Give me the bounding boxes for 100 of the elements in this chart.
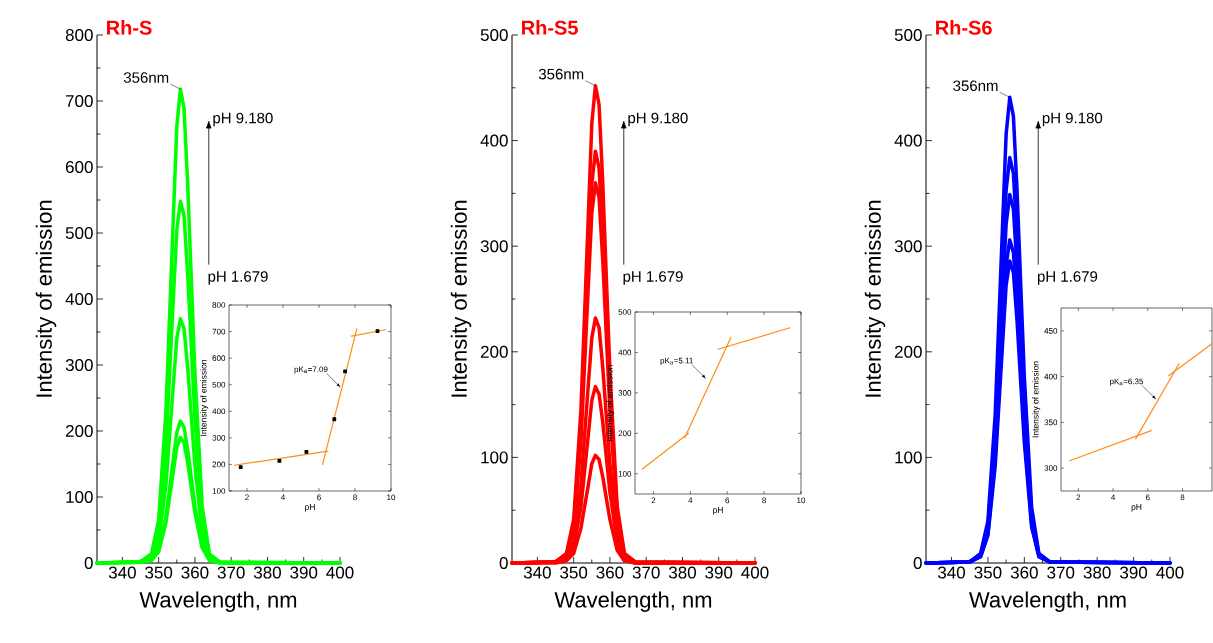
x-tick-label: 380 — [253, 566, 281, 579]
y-tick-label: 100 — [66, 490, 93, 504]
y-tick-label: 300 — [65, 358, 93, 372]
y-tick-label: 400 — [212, 408, 226, 415]
y-tick-label: 500 — [894, 28, 922, 42]
annotation: pH 1.679 — [623, 271, 683, 285]
y-tick-label: 200 — [480, 345, 508, 358]
y-axis-title: Intensity of emission — [35, 200, 57, 397]
y-tick-label: 800 — [65, 28, 93, 42]
x-axis-title: Wavelength, nm — [139, 591, 297, 612]
x-tick-label: 4 — [280, 494, 285, 501]
chart-title: Rh-S6 — [936, 20, 992, 35]
x-tick-label: 350 — [560, 566, 588, 579]
annotation: pH 1.679 — [1037, 271, 1098, 285]
y-tick-label: 0 — [913, 556, 922, 570]
x-tick-label: 10 — [797, 497, 806, 504]
x-tick-label: 2 — [651, 497, 656, 504]
y-axis-title: Intensity of emission — [864, 200, 886, 397]
y-tick-label: 200 — [618, 430, 632, 437]
annotation: pH 9.180 — [1042, 112, 1103, 127]
x-tick-label: 390 — [705, 566, 733, 579]
x-tick-label: 2 — [245, 494, 249, 501]
annotation: pH 9.180 — [628, 112, 688, 127]
y-tick-label: 600 — [212, 355, 226, 361]
x-tick-label: 6 — [317, 494, 321, 501]
y-axis-title: Intensity of emission — [1032, 361, 1041, 438]
y-tick-label: 400 — [618, 349, 632, 356]
y-tick-label: 100 — [212, 488, 226, 494]
y-tick-label: 200 — [65, 424, 93, 438]
annotation: pH 1.679 — [208, 271, 268, 285]
x-tick-label: 370 — [217, 566, 245, 579]
x-tick-label: 400 — [326, 566, 354, 579]
annotation: 356nm — [953, 80, 998, 92]
x-axis-title: pH — [305, 504, 315, 512]
y-tick-label: 200 — [212, 461, 226, 468]
y-tick-label: 300 — [894, 240, 922, 253]
x-tick-label: 2 — [1076, 494, 1081, 501]
x-tick-label: 340 — [108, 566, 136, 579]
x-tick-label: 380 — [1083, 566, 1111, 579]
y-tick-label: 500 — [618, 309, 632, 315]
y-tick-label: 0 — [499, 556, 508, 570]
x-axis-title: Wavelength, nm — [554, 591, 712, 612]
x-tick-label: 360 — [596, 566, 624, 579]
x-tick-label: 350 — [145, 566, 173, 579]
y-tick-label: 400 — [1044, 373, 1058, 380]
x-tick-label: 8 — [1180, 494, 1185, 501]
chart-title: Rh-S5 — [522, 20, 578, 35]
x-tick-label: 8 — [762, 497, 766, 504]
x-tick-label: 340 — [937, 566, 966, 579]
y-tick-label: 500 — [212, 381, 226, 388]
x-tick-label: 360 — [1010, 566, 1038, 579]
x-tick-label: 370 — [632, 566, 660, 579]
y-tick-label: 100 — [618, 470, 632, 477]
y-tick-label: 100 — [481, 451, 508, 464]
y-tick-label: 450 — [1044, 328, 1058, 334]
y-axis-title: Intensity of emission — [200, 360, 209, 436]
x-tick-label: 340 — [523, 566, 551, 579]
y-tick-label: 400 — [480, 134, 508, 147]
y-tick-label: 350 — [1044, 419, 1058, 426]
x-axis-title: pH — [713, 507, 723, 515]
y-tick-label: 300 — [480, 240, 508, 253]
x-tick-label: 390 — [1120, 566, 1148, 579]
y-tick-label: 300 — [618, 390, 632, 396]
y-axis-title: Intensity of emission — [450, 200, 472, 397]
y-tick-label: 200 — [894, 345, 922, 358]
y-tick-label: 600 — [65, 160, 93, 174]
y-tick-label: 400 — [894, 134, 922, 147]
x-axis-title: pH — [1131, 504, 1142, 512]
x-tick-label: 390 — [290, 566, 318, 579]
annotation: pK$_{a}$=5.11 — [660, 357, 693, 366]
y-tick-label: 700 — [65, 94, 93, 108]
x-tick-label: 4 — [1111, 494, 1116, 501]
annotation: pH 9.180 — [213, 112, 273, 127]
x-tick-label: 10 — [387, 494, 396, 501]
x-tick-label: 6 — [725, 497, 730, 504]
y-tick-label: 800 — [212, 302, 226, 308]
y-tick-label: 700 — [212, 328, 226, 335]
x-tick-label: 6 — [1145, 494, 1150, 501]
annotation: pK$_{a}$=7.09 — [294, 366, 328, 374]
x-tick-label: 8 — [353, 494, 357, 501]
x-tick-label: 4 — [688, 497, 693, 504]
y-tick-label: 500 — [65, 226, 93, 240]
x-tick-label: 370 — [1047, 566, 1075, 579]
annotation: pK$_{a}$=6.35 — [1110, 378, 1144, 386]
y-axis-title: Intensity of emission — [606, 365, 615, 441]
y-tick-label: 300 — [1044, 465, 1058, 471]
x-tick-label: 400 — [1156, 566, 1184, 579]
x-tick-label: 350 — [974, 566, 1002, 579]
y-tick-label: 0 — [84, 556, 93, 570]
x-tick-label: 380 — [668, 566, 696, 579]
y-tick-label: 100 — [895, 451, 922, 464]
y-tick-label: 300 — [212, 435, 226, 441]
annotation: 356nm — [538, 68, 584, 80]
annotation: 356nm — [123, 72, 169, 83]
x-tick-label: 400 — [741, 566, 769, 579]
y-tick-label: 500 — [480, 28, 508, 42]
chart-title: Rh-S — [107, 20, 152, 35]
x-tick-label: 360 — [181, 566, 209, 579]
x-axis-title: Wavelength, nm — [969, 591, 1126, 612]
y-tick-label: 400 — [65, 292, 93, 306]
